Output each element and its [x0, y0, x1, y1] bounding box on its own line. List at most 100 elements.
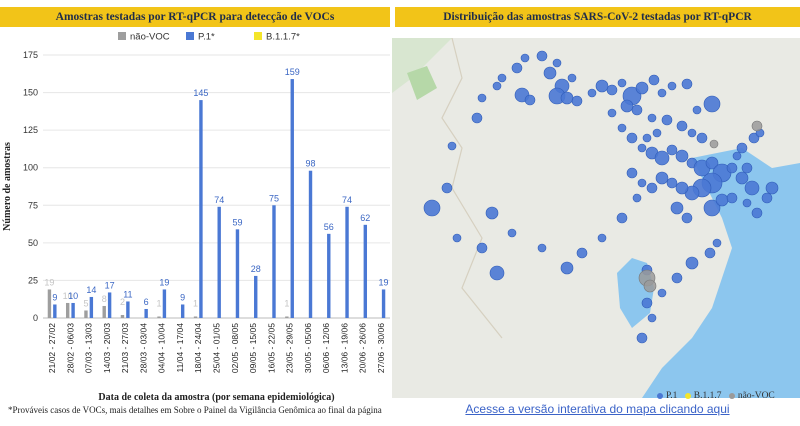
map-marker-p1[interactable]: [606, 84, 618, 96]
interactive-map-link[interactable]: Acesse a versão interativa do mapa clica…: [465, 402, 730, 416]
map-marker-p1[interactable]: [681, 78, 693, 90]
map-marker-p1[interactable]: [687, 128, 697, 138]
map-marker-p1[interactable]: [681, 212, 693, 224]
map-marker-p1[interactable]: [560, 261, 574, 275]
bar-p1: [126, 301, 130, 318]
bar-p1: [217, 206, 221, 318]
map-marker-p1[interactable]: [667, 81, 677, 91]
map-marker-p1[interactable]: [761, 192, 773, 204]
map-marker-p1[interactable]: [524, 94, 536, 106]
bar-nao-voc: [65, 302, 70, 318]
data-label-p1: 19: [379, 277, 389, 287]
map-marker-p1[interactable]: [741, 162, 753, 174]
map-marker-p1[interactable]: [471, 112, 483, 124]
map-marker-nao-voc[interactable]: [643, 279, 657, 293]
map-marker-p1[interactable]: [560, 91, 574, 105]
map-marker-p1[interactable]: [632, 193, 642, 203]
map-marker-p1[interactable]: [543, 66, 557, 80]
map-marker-p1[interactable]: [476, 242, 488, 254]
map-marker-p1[interactable]: [595, 79, 609, 93]
map-marker-p1[interactable]: [703, 95, 721, 113]
map-marker-p1[interactable]: [441, 182, 453, 194]
map-marker-p1[interactable]: [732, 151, 742, 161]
map-marker-p1[interactable]: [666, 144, 678, 156]
legend-swatch: [118, 32, 126, 40]
map-marker-p1[interactable]: [492, 81, 502, 91]
map-marker-p1[interactable]: [423, 199, 441, 217]
map-marker-p1[interactable]: [617, 78, 627, 88]
map-marker-p1[interactable]: [751, 207, 763, 219]
map-marker-p1[interactable]: [765, 181, 779, 195]
map-marker-p1[interactable]: [692, 105, 702, 115]
x-tick-label: 25/04 - 01/05: [212, 323, 222, 373]
map-marker-p1[interactable]: [657, 88, 667, 98]
map-marker-p1[interactable]: [748, 132, 760, 144]
map-marker-p1[interactable]: [646, 182, 658, 194]
map-marker-p1[interactable]: [552, 58, 562, 68]
map-marker-p1[interactable]: [705, 156, 719, 170]
map-marker-p1[interactable]: [704, 247, 716, 259]
map-marker-p1[interactable]: [616, 212, 628, 224]
map-marker-p1[interactable]: [671, 272, 683, 284]
map-marker-p1[interactable]: [637, 178, 647, 188]
map-marker-p1[interactable]: [485, 206, 499, 220]
map-marker-p1[interactable]: [726, 162, 738, 174]
map-marker-p1[interactable]: [636, 332, 648, 344]
map-marker-p1[interactable]: [520, 53, 530, 63]
map-marker-p1[interactable]: [655, 171, 669, 185]
map-marker-p1[interactable]: [537, 243, 547, 253]
map-marker-p1[interactable]: [652, 128, 662, 138]
x-tick-label: 02/05 - 08/05: [230, 323, 240, 373]
legend-label: B.1.1.7*: [266, 32, 300, 43]
map-marker-p1[interactable]: [726, 192, 738, 204]
map-marker-p1[interactable]: [670, 201, 684, 215]
map-marker-p1[interactable]: [497, 73, 507, 83]
map-marker-p1[interactable]: [641, 297, 653, 309]
map-marker-p1[interactable]: [742, 198, 752, 208]
map-marker-p1[interactable]: [637, 143, 647, 153]
map-marker-p1[interactable]: [452, 233, 462, 243]
map-marker-p1[interactable]: [712, 238, 722, 248]
sample-distribution-map[interactable]: [392, 38, 800, 398]
map-marker-p1[interactable]: [661, 114, 673, 126]
map-marker-p1[interactable]: [685, 256, 699, 270]
map-marker-p1[interactable]: [567, 73, 577, 83]
map-marker-p1[interactable]: [571, 95, 583, 107]
map-marker-p1[interactable]: [620, 99, 634, 113]
map-marker-p1[interactable]: [666, 177, 678, 189]
map-marker-p1[interactable]: [597, 233, 607, 243]
map-marker-p1[interactable]: [647, 113, 657, 123]
map-marker-p1[interactable]: [536, 50, 548, 62]
map-marker-p1[interactable]: [675, 149, 689, 163]
map-marker-p1[interactable]: [648, 74, 660, 86]
map-marker-p1[interactable]: [507, 228, 517, 238]
map-marker-p1[interactable]: [489, 265, 505, 281]
map-marker-nao-voc[interactable]: [709, 139, 719, 149]
map-marker-p1[interactable]: [511, 62, 523, 74]
map-marker-p1[interactable]: [703, 199, 721, 217]
map-marker-p1[interactable]: [735, 171, 749, 185]
map-marker-p1[interactable]: [676, 120, 688, 132]
map-marker-p1[interactable]: [626, 167, 638, 179]
map-marker-p1[interactable]: [736, 142, 748, 154]
map-marker-p1[interactable]: [447, 141, 457, 151]
map-marker-p1[interactable]: [576, 247, 588, 259]
map-marker-p1[interactable]: [696, 132, 708, 144]
y-tick-label: 150: [23, 88, 38, 98]
map-marker-p1[interactable]: [617, 123, 627, 133]
map-marker-p1[interactable]: [647, 313, 657, 323]
bar-nao-voc: [285, 316, 289, 318]
map-marker-p1[interactable]: [715, 193, 729, 207]
map-marker-p1[interactable]: [657, 288, 667, 298]
map-marker-p1[interactable]: [744, 180, 760, 196]
map-marker-p1[interactable]: [607, 108, 617, 118]
map-marker-p1[interactable]: [631, 104, 643, 116]
map-marker-nao-voc[interactable]: [751, 120, 763, 132]
map-marker-p1[interactable]: [675, 181, 689, 195]
map-marker-p1[interactable]: [587, 88, 597, 98]
map-marker-p1[interactable]: [635, 81, 649, 95]
map-marker-p1[interactable]: [654, 150, 670, 166]
map-marker-p1[interactable]: [477, 93, 487, 103]
map-marker-p1[interactable]: [626, 132, 638, 144]
map-marker-p1[interactable]: [642, 133, 652, 143]
